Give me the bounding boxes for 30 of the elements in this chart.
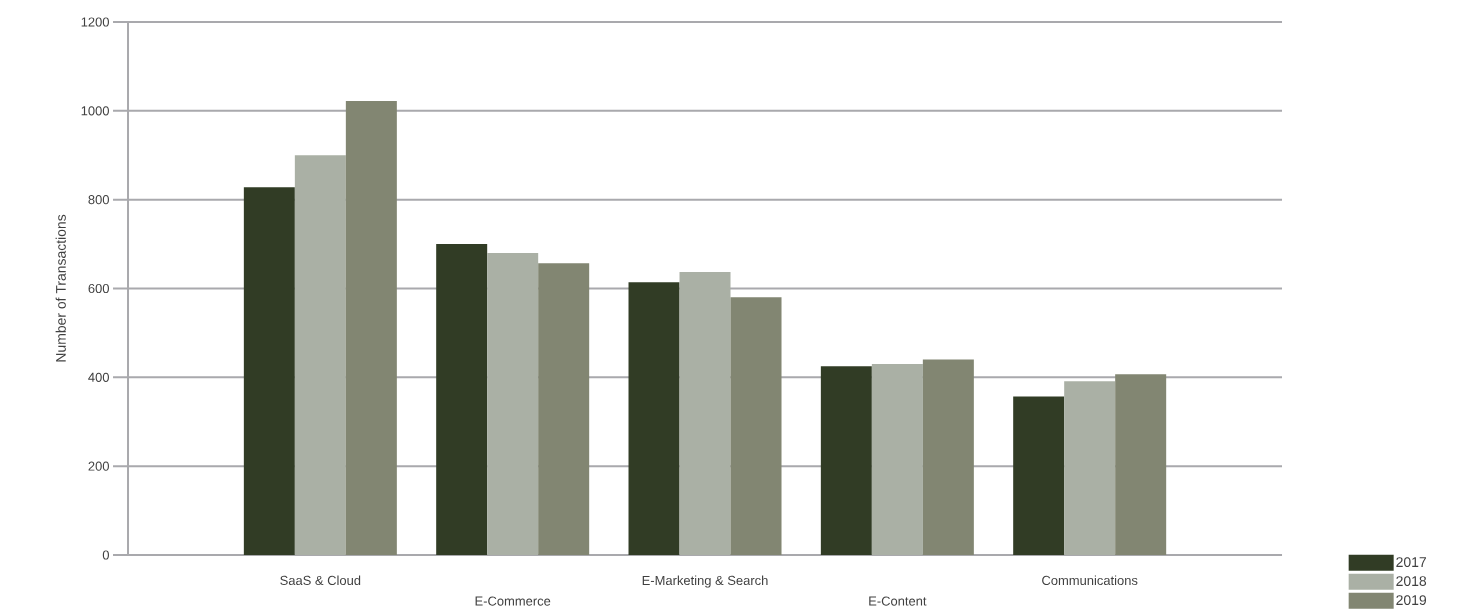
bar: [730, 297, 782, 555]
bar: [345, 101, 397, 555]
y-tick-label: 200: [88, 461, 109, 471]
bar: [487, 252, 539, 555]
bar: [922, 359, 974, 555]
legend-label: 2018: [1396, 576, 1427, 587]
bar: [820, 366, 872, 555]
y-tick-label: 1000: [81, 106, 109, 116]
x-tick-label: SaaS & Cloud: [280, 575, 361, 586]
x-tick-label: E-Marketing & Search: [642, 575, 768, 588]
x-tick-label: E-Content: [869, 596, 927, 606]
x-tick-label: E-Commerce: [475, 596, 551, 606]
bar: [1013, 396, 1065, 555]
y-tick-label: 400: [88, 372, 109, 382]
bar: [538, 263, 590, 555]
y-tick-label: 1200: [81, 17, 109, 27]
bar: [294, 155, 346, 555]
bar: [1115, 374, 1167, 555]
bar: [243, 187, 295, 555]
legend-label: 2017: [1396, 557, 1426, 568]
y-axis-title: Number of Transactions: [55, 214, 66, 362]
x-tick-label: Communications: [1042, 575, 1138, 586]
bar: [871, 363, 923, 555]
y-tick-label: 0: [102, 550, 109, 560]
bar: [628, 282, 680, 555]
bar: [436, 244, 488, 555]
bar: [1064, 381, 1116, 555]
legend-label: 2019: [1396, 595, 1427, 606]
y-tick-label: 800: [88, 195, 109, 205]
y-tick-label: 600: [88, 283, 109, 294]
